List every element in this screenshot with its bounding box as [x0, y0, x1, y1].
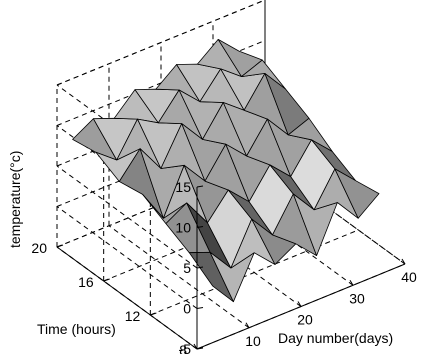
- y-tick-label: 12: [125, 308, 141, 324]
- grid-line: [150, 229, 359, 316]
- z-tick-mark: [196, 266, 204, 269]
- grid-line: [56, 206, 198, 309]
- y-tick-mark: [150, 312, 157, 316]
- x-tick-mark: [193, 343, 198, 350]
- x-tick-label: 30: [349, 290, 365, 306]
- surface-facet: [334, 168, 380, 219]
- y-tick-label: 16: [78, 274, 94, 290]
- surface-mesh: [72, 39, 380, 303]
- z-tick-label: 0: [183, 301, 191, 317]
- x-tick-label: 40: [401, 269, 417, 285]
- x-tick-mark: [245, 322, 250, 329]
- z-tick-label: -5: [179, 341, 192, 354]
- tick-labels: -50510158121620010203040: [31, 179, 417, 354]
- grid-line: [56, 165, 198, 269]
- y-tick-label: 8: [179, 342, 187, 354]
- y-axis-title: Time (hours): [37, 321, 116, 337]
- x-tick-mark: [349, 279, 354, 286]
- x-tick-mark: [401, 258, 406, 265]
- z-tick-mark: [196, 185, 204, 188]
- x-tick-label: 20: [297, 312, 313, 328]
- z-tick-label: 10: [175, 220, 191, 236]
- grid-line: [108, 225, 250, 329]
- y-tick-label: 20: [31, 240, 47, 256]
- z-axis-title: temperature(°c): [7, 151, 23, 248]
- y-tick-mark: [56, 244, 64, 248]
- y-axis-line: [56, 246, 198, 350]
- x-tick-mark: [297, 301, 302, 307]
- z-tick-mark: [196, 307, 204, 309]
- x-tick-label: 10: [245, 333, 261, 349]
- z-tick-label: 5: [183, 260, 191, 276]
- axis-box: [56, 185, 406, 350]
- z-tick-mark: [196, 226, 204, 228]
- grid-line: [56, 0, 266, 86]
- y-tick-mark: [103, 278, 110, 282]
- y-tick-mark: [196, 346, 204, 350]
- x-axis-title: Day number(days): [278, 330, 393, 346]
- z-tick-label: 15: [175, 179, 191, 195]
